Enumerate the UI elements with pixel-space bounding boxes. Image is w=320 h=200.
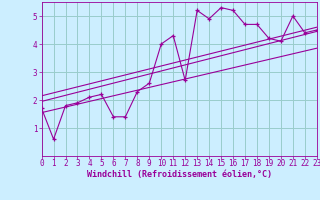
X-axis label: Windchill (Refroidissement éolien,°C): Windchill (Refroidissement éolien,°C) — [87, 170, 272, 179]
